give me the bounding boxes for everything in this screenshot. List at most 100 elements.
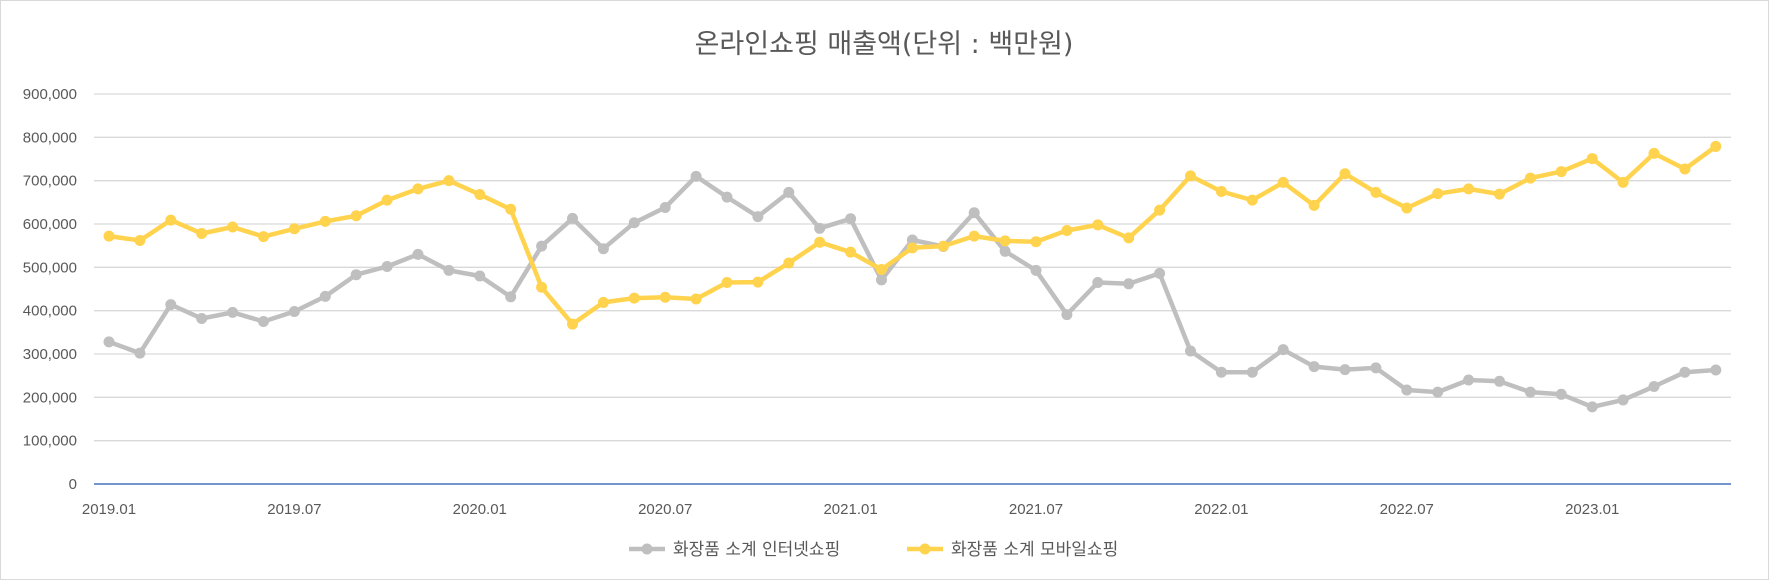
data-point bbox=[1555, 388, 1567, 400]
data-point bbox=[597, 296, 609, 308]
data-point bbox=[319, 290, 331, 302]
data-point bbox=[227, 221, 239, 233]
x-tick-label: 2019.07 bbox=[267, 501, 321, 518]
data-point bbox=[1432, 386, 1444, 398]
data-point bbox=[628, 217, 640, 229]
y-tick-label: 200,000 bbox=[23, 389, 77, 406]
data-point bbox=[350, 210, 362, 222]
legend-item: 화장품 소계 모바일쇼핑 bbox=[907, 540, 1118, 560]
data-point bbox=[1185, 345, 1196, 357]
data-point bbox=[1246, 194, 1258, 206]
data-point bbox=[721, 277, 733, 288]
x-tick-label: 2021.07 bbox=[1009, 501, 1063, 518]
data-point bbox=[1061, 225, 1073, 236]
data-point bbox=[1339, 364, 1351, 376]
data-point bbox=[968, 230, 980, 242]
data-point bbox=[381, 260, 393, 272]
legend-label: 화장품 소계 모바일쇼핑 bbox=[951, 540, 1118, 560]
y-tick-label: 0 bbox=[69, 476, 77, 493]
data-point bbox=[845, 246, 857, 258]
data-point bbox=[443, 175, 455, 187]
data-point bbox=[1123, 278, 1135, 290]
data-point bbox=[567, 212, 578, 224]
data-point bbox=[412, 183, 424, 195]
data-point bbox=[1679, 366, 1691, 378]
gridlines bbox=[94, 93, 1731, 485]
data-point bbox=[906, 234, 918, 246]
data-point bbox=[1092, 277, 1104, 288]
x-tick-label: 2022.07 bbox=[1380, 501, 1434, 518]
y-tick-label: 500,000 bbox=[23, 259, 77, 276]
data-point bbox=[659, 202, 671, 214]
series-1 bbox=[103, 170, 1722, 413]
data-point bbox=[999, 245, 1011, 257]
data-point bbox=[1586, 401, 1598, 413]
data-point bbox=[1154, 204, 1166, 216]
data-point bbox=[1617, 176, 1629, 188]
data-point bbox=[196, 312, 208, 324]
data-point bbox=[1370, 362, 1382, 374]
data-point bbox=[103, 230, 115, 242]
data-point bbox=[1555, 166, 1567, 178]
data-point bbox=[937, 240, 949, 252]
data-point bbox=[1308, 361, 1320, 373]
data-point bbox=[690, 293, 702, 305]
data-point bbox=[134, 234, 146, 246]
x-tick-label: 2019.01 bbox=[82, 501, 136, 518]
data-point bbox=[752, 276, 764, 288]
y-tick-label: 600,000 bbox=[23, 216, 77, 233]
data-point bbox=[876, 264, 887, 275]
data-point bbox=[536, 281, 548, 293]
x-tick-label: 2023.01 bbox=[1565, 501, 1619, 518]
data-point bbox=[999, 235, 1011, 247]
data-point bbox=[1524, 172, 1536, 184]
data-point bbox=[288, 223, 300, 235]
data-point bbox=[536, 240, 548, 252]
data-point bbox=[1123, 232, 1135, 244]
data-point bbox=[690, 170, 702, 182]
data-point bbox=[505, 203, 517, 215]
data-point bbox=[783, 257, 795, 269]
data-point bbox=[1061, 309, 1073, 321]
data-point bbox=[597, 243, 609, 255]
data-point bbox=[906, 242, 918, 254]
data-point bbox=[134, 347, 146, 359]
data-point bbox=[968, 207, 980, 219]
y-tick-label: 900,000 bbox=[23, 86, 77, 103]
data-point bbox=[381, 194, 393, 206]
data-point bbox=[474, 189, 486, 201]
data-point bbox=[1215, 186, 1227, 197]
data-point bbox=[1679, 163, 1691, 175]
data-point bbox=[1277, 176, 1289, 188]
legend: 화장품 소계 인터넷쇼핑 화장품 소계 모바일쇼핑 bbox=[629, 540, 1118, 560]
data-point bbox=[1401, 202, 1413, 214]
data-point bbox=[628, 292, 640, 304]
data-point bbox=[1215, 366, 1227, 378]
data-point bbox=[845, 213, 857, 225]
data-point bbox=[1030, 236, 1042, 248]
data-point bbox=[1648, 147, 1660, 159]
series-lines bbox=[103, 140, 1722, 413]
data-point bbox=[1277, 344, 1289, 356]
data-point bbox=[1370, 186, 1382, 198]
data-point bbox=[1648, 381, 1660, 392]
data-point bbox=[814, 222, 826, 234]
series-line bbox=[106, 174, 1719, 410]
data-point bbox=[1710, 364, 1722, 376]
data-point bbox=[1463, 183, 1475, 195]
data-point bbox=[103, 336, 115, 348]
data-point bbox=[1524, 386, 1536, 398]
y-tick-label: 400,000 bbox=[23, 303, 77, 320]
data-point bbox=[1432, 188, 1444, 200]
data-point bbox=[876, 274, 887, 286]
x-tick-label: 2020.01 bbox=[453, 501, 507, 518]
data-point bbox=[1030, 264, 1042, 276]
data-point bbox=[783, 186, 795, 198]
data-point bbox=[319, 215, 331, 227]
data-point bbox=[474, 270, 486, 282]
legend-item: 화장품 소계 인터넷쇼핑 bbox=[629, 540, 840, 560]
data-point bbox=[1246, 366, 1258, 378]
data-point bbox=[165, 214, 177, 226]
